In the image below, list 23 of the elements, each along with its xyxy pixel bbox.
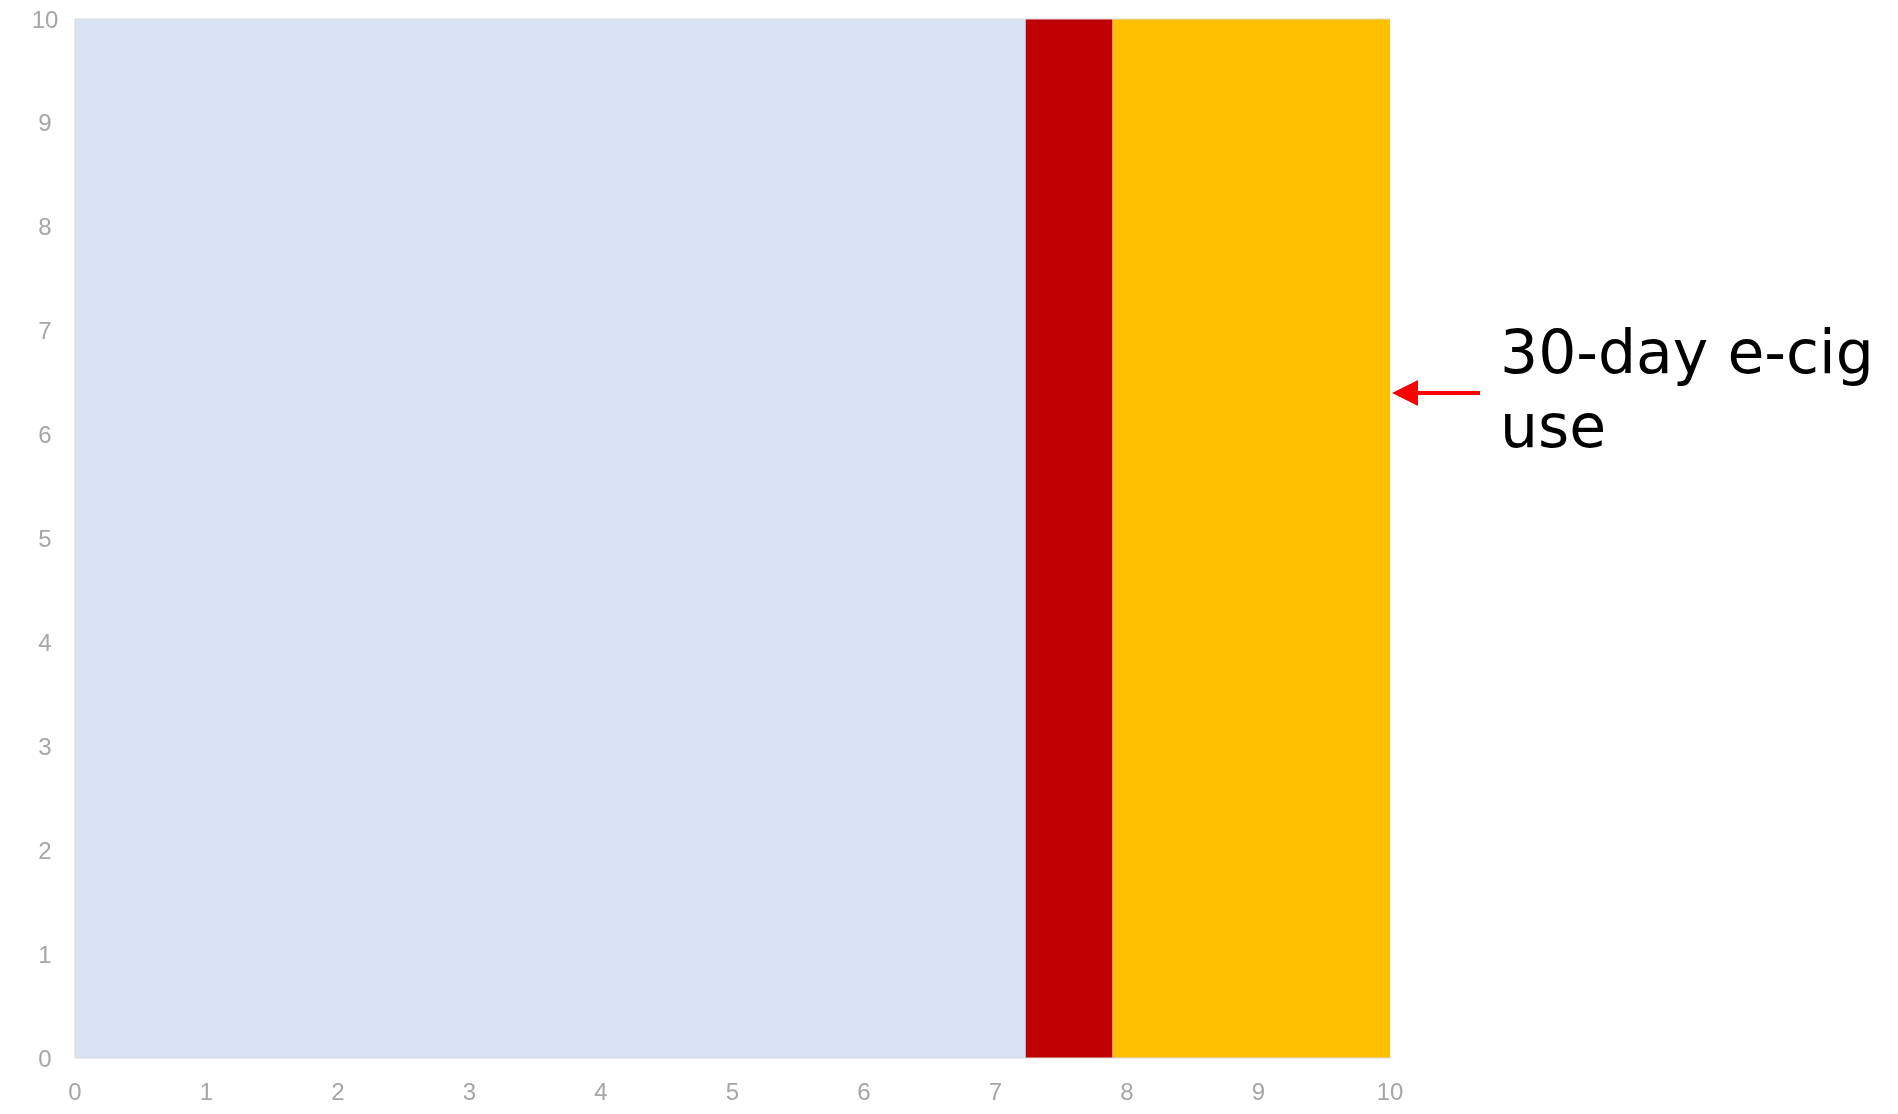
x-tick-label: 8 bbox=[1120, 1078, 1134, 1105]
y-tick-label: 10 bbox=[31, 5, 59, 33]
x-tick-label: 10 bbox=[1376, 1078, 1404, 1105]
y-tick-label: 5 bbox=[38, 525, 52, 552]
annotation: 30-day e-cig use bbox=[1500, 317, 1874, 462]
y-tick-label: 9 bbox=[38, 109, 52, 137]
x-tick-label: 3 bbox=[462, 1078, 477, 1105]
y-tick-label: 0 bbox=[38, 1044, 52, 1072]
x-tick-label: 6 bbox=[857, 1078, 871, 1105]
y-tick-label: 3 bbox=[38, 732, 52, 760]
x-tick-label: 7 bbox=[988, 1078, 1003, 1105]
x-tick-label: 2 bbox=[331, 1078, 345, 1105]
y-tick-label: 7 bbox=[38, 317, 52, 345]
y-tick-label: 2 bbox=[38, 836, 52, 864]
y-tick-label: 1 bbox=[38, 940, 52, 968]
x-tick-label: 9 bbox=[1251, 1078, 1266, 1105]
x-tick-label: 4 bbox=[594, 1078, 608, 1105]
y-tick-label: 6 bbox=[38, 421, 52, 449]
x-tick-label: 5 bbox=[725, 1078, 740, 1105]
x-tick-label: 1 bbox=[199, 1078, 214, 1105]
x-tick-label: 0 bbox=[68, 1078, 82, 1105]
y-tick-label: 8 bbox=[38, 213, 52, 241]
y-tick-label: 4 bbox=[38, 628, 52, 656]
